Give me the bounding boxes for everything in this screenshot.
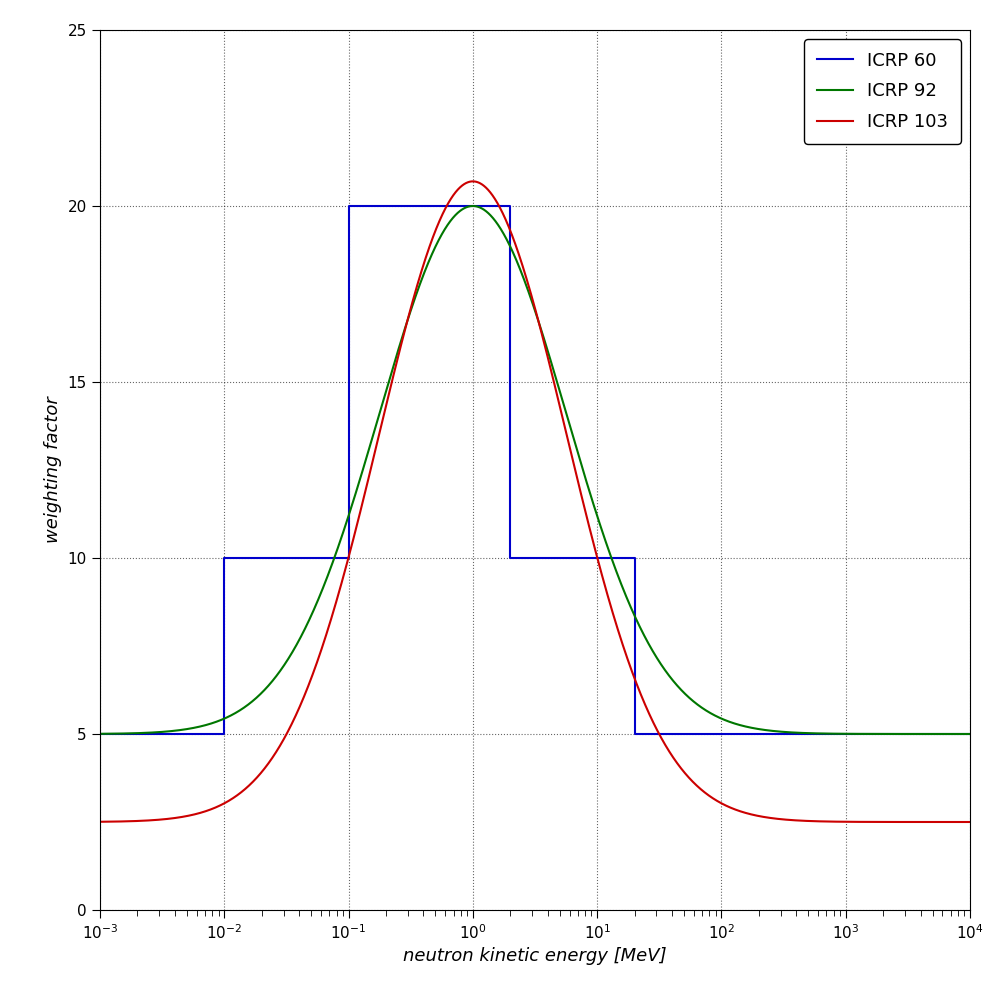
ICRP 103 (566, 451, 578, 463)
Line: ICRP 103: ICRP 103 (100, 181, 970, 822)
ICRP 92 (566, 427, 578, 439)
ICRP 60 (715, 728, 727, 740)
ICRP 60 (504, 200, 516, 212)
ICRP 60 (964, 728, 976, 740)
ICRP 60 (218, 728, 230, 740)
ICRP 92 (94, 728, 106, 740)
ICRP 60 (629, 552, 641, 564)
ICRP 103 (618, 642, 630, 654)
Line: ICRP 60: ICRP 60 (100, 206, 970, 734)
ICRP 103 (153, 814, 165, 826)
ICRP 103 (467, 175, 479, 187)
ICRP 103 (740, 807, 752, 819)
Line: ICRP 92: ICRP 92 (100, 206, 970, 734)
ICRP 92 (740, 721, 752, 733)
ICRP 92 (303, 614, 315, 626)
ICRP 103 (303, 677, 315, 689)
Y-axis label: weighting factor: weighting factor (44, 397, 62, 543)
ICRP 60 (504, 552, 516, 564)
Legend: ICRP 60, ICRP 92, ICRP 103: ICRP 60, ICRP 92, ICRP 103 (804, 39, 961, 144)
ICRP 60 (715, 728, 727, 740)
ICRP 60 (94, 728, 106, 740)
ICRP 103 (964, 816, 976, 828)
ICRP 60 (343, 552, 355, 564)
ICRP 103 (427, 230, 439, 242)
ICRP 60 (343, 200, 355, 212)
ICRP 60 (218, 552, 230, 564)
ICRP 92 (964, 728, 976, 740)
X-axis label: neutron kinetic energy [MeV]: neutron kinetic energy [MeV] (403, 947, 667, 965)
ICRP 103 (94, 816, 106, 828)
ICRP 92 (618, 585, 630, 597)
ICRP 92 (467, 200, 479, 212)
ICRP 92 (427, 245, 439, 257)
ICRP 60 (629, 728, 641, 740)
ICRP 92 (153, 726, 165, 738)
